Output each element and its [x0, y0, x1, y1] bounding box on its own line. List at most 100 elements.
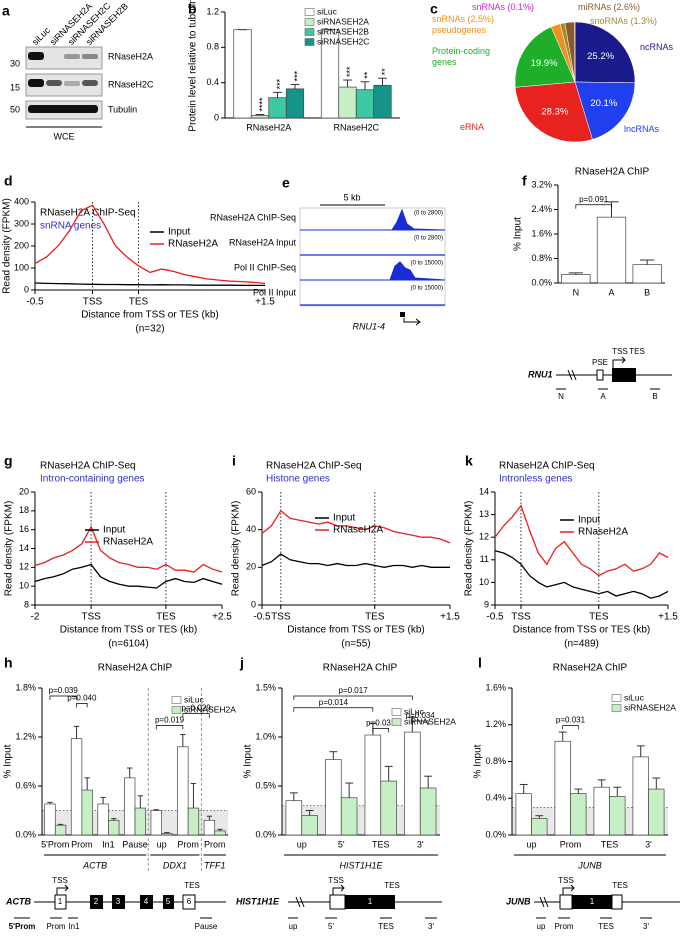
bar — [364, 734, 382, 836]
band — [82, 80, 98, 86]
track-signal — [300, 208, 446, 231]
x-tick-label: Prom — [71, 839, 93, 849]
significance-bracket — [182, 713, 210, 718]
y-tick-label: 9 — [484, 599, 489, 609]
x-tick-label: RNaseH2A — [246, 122, 291, 132]
x-tick-label: up — [297, 839, 307, 849]
x-axis-title: Distance from TSS or TES (kb) — [287, 625, 424, 636]
amplicon-label: 3' — [643, 922, 649, 931]
series-line — [494, 504, 669, 577]
bar — [44, 803, 56, 836]
feature-label: TSS — [558, 876, 574, 885]
gene-body — [612, 368, 636, 382]
y-tick-label: 8 — [24, 599, 29, 609]
chart-subtitle: snRNA genes — [40, 221, 101, 232]
y-tick-label: 0.0% — [255, 829, 276, 839]
y-axis-title: Read density (FPKM) — [4, 501, 15, 597]
tss-arrow — [612, 356, 626, 368]
y-tick-label: 0.4% — [485, 793, 506, 803]
y-tick-label: 1.2% — [15, 731, 36, 741]
y-tick-label: 16 — [19, 524, 29, 534]
p-value: p=0.091 — [579, 195, 609, 204]
amplicon-label: TES — [378, 922, 394, 931]
x-tick-label: -0.5 — [26, 297, 44, 308]
legend-label: siRNASEH2B — [317, 26, 369, 36]
x-tick-label: -0.5 — [253, 612, 271, 623]
y-tick-label: 2.4% — [531, 204, 552, 214]
gene-label: ACTB — [5, 896, 31, 906]
bar — [570, 793, 587, 836]
y-tick-label: 1.8% — [15, 682, 36, 692]
panel-letter: l — [478, 655, 482, 671]
exon-label: 6 — [187, 897, 192, 906]
x-tick-label: TES — [601, 839, 619, 849]
y-tick-label: 1.6% — [531, 228, 552, 238]
chart-subtitle: Intron-containing genes — [40, 474, 145, 485]
y-axis-title: % Input — [473, 744, 484, 778]
legend-swatch — [304, 8, 315, 16]
bar — [285, 800, 303, 836]
protein-label: RNaseH2C — [108, 79, 154, 89]
y-tick-label: 1.0% — [255, 731, 276, 741]
legend-label: RNaseH2A — [333, 525, 383, 536]
sample-size: (n=489) — [564, 639, 599, 650]
y-tick-label: 0.8 — [206, 42, 219, 52]
bar — [593, 786, 610, 836]
slice-value-label: 28.3% — [541, 106, 568, 117]
band — [64, 54, 80, 59]
significance-label: **** — [257, 97, 267, 112]
series-line — [261, 553, 450, 568]
promoter-element — [596, 369, 604, 381]
track-frame — [299, 207, 446, 307]
y-tick-label: 14 — [19, 543, 29, 553]
panel-letter: i — [232, 453, 236, 469]
bar — [596, 216, 627, 284]
track-range: (0 to 2800) — [414, 236, 443, 242]
x-tick-label: A — [608, 287, 614, 297]
bar — [632, 756, 649, 836]
panel-letter: a — [2, 3, 10, 19]
y-tick-label: 0.5% — [255, 780, 276, 790]
legend-label: siRNASEH2A — [184, 704, 236, 714]
legend-label: siRNASEH2A — [404, 716, 456, 726]
exon — [611, 894, 623, 910]
scale-label: 5 kb — [343, 192, 360, 202]
y-tick-label: 18 — [19, 505, 29, 515]
amplicon-label: 5' — [328, 922, 334, 931]
bar — [373, 84, 392, 119]
bar — [404, 731, 421, 836]
band — [28, 105, 98, 113]
x-tick-label: +2.5 — [212, 612, 232, 623]
panel-letter: d — [4, 173, 13, 189]
panel-letter: e — [282, 175, 290, 191]
p-value: p=0.019 — [155, 716, 185, 725]
exon-label: 2 — [94, 897, 99, 906]
y-tick-label: 1.2 — [206, 6, 219, 16]
sample-size: (n=6104) — [108, 639, 148, 650]
protein-label: Tubulin — [108, 104, 137, 114]
bar — [561, 274, 591, 284]
x-tick-label: 3' — [645, 839, 652, 849]
band — [28, 79, 44, 87]
p-value: p=0.029 — [182, 704, 212, 713]
x-tick-label: TES — [372, 839, 390, 849]
significance-label: *** — [275, 78, 285, 89]
series-line — [34, 282, 265, 287]
group-label: HIST1H1E — [339, 860, 383, 870]
bar — [340, 797, 358, 836]
bar — [285, 88, 305, 119]
legend-swatch — [304, 18, 315, 26]
panel-letter: c — [430, 1, 438, 17]
bar — [177, 746, 189, 836]
p-value: p=0.040 — [67, 693, 97, 702]
bar — [648, 788, 665, 836]
y-tick-label: 0 — [251, 599, 256, 609]
y-tick-label: 0 — [214, 112, 219, 122]
bar — [554, 740, 571, 836]
x-tick-label: TES — [365, 612, 385, 623]
exon — [112, 895, 125, 909]
slice-name: eRNA — [460, 122, 485, 132]
pie-slice — [574, 81, 636, 140]
bar — [81, 789, 93, 836]
feature-label: TSS — [52, 876, 68, 885]
